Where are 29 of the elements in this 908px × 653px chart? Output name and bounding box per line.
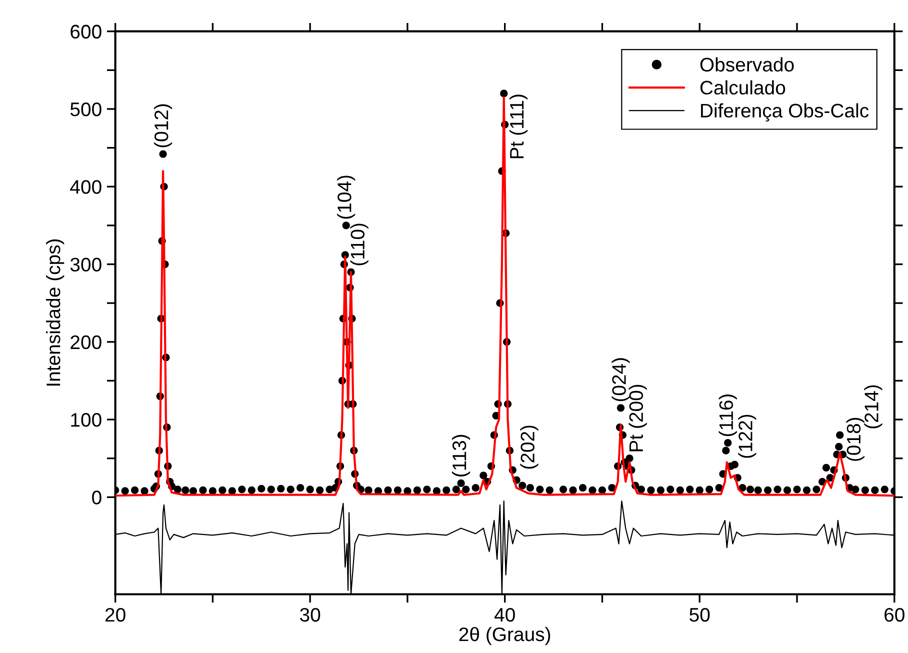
annotation: (018) bbox=[846, 418, 864, 461]
legend-label: Calculado bbox=[700, 80, 786, 95]
annotation: (202) bbox=[520, 426, 538, 469]
x-tick-label: 30 bbox=[300, 608, 320, 622]
annotation: (104) bbox=[337, 176, 356, 219]
x-tick-label: 20 bbox=[105, 608, 126, 622]
legend-label: Observado bbox=[700, 57, 794, 72]
y-tick-label: 200 bbox=[70, 335, 102, 350]
x-tick-label: 50 bbox=[690, 608, 710, 622]
x-tick-label: 40 bbox=[494, 608, 515, 622]
x-tick-label: 60 bbox=[884, 608, 904, 622]
annotation: (122) bbox=[738, 414, 756, 458]
annotation: (214) bbox=[864, 385, 882, 428]
y-tick-label: 300 bbox=[70, 258, 102, 272]
y-tick-label: 500 bbox=[70, 102, 102, 116]
annotation: (024) bbox=[612, 358, 630, 402]
legend-label: Diferença Obs-Calc bbox=[701, 103, 869, 122]
x-axis-title: 2θ (Graus) bbox=[459, 626, 550, 646]
annotation: Pt (111) bbox=[509, 94, 528, 158]
y-tick-label: 100 bbox=[71, 413, 102, 427]
annotation: (116) bbox=[718, 394, 737, 436]
y-tick-label: 600 bbox=[70, 24, 102, 39]
y-axis-title: Intensidade (cps) bbox=[46, 239, 64, 386]
y-tick-label: 0 bbox=[92, 490, 102, 504]
annotation: (012) bbox=[154, 104, 172, 148]
annotation: Pt (200) bbox=[628, 384, 647, 452]
annotation: (110) bbox=[350, 224, 368, 266]
annotation: (113) bbox=[452, 434, 470, 476]
y-tick-label: 400 bbox=[70, 180, 102, 194]
